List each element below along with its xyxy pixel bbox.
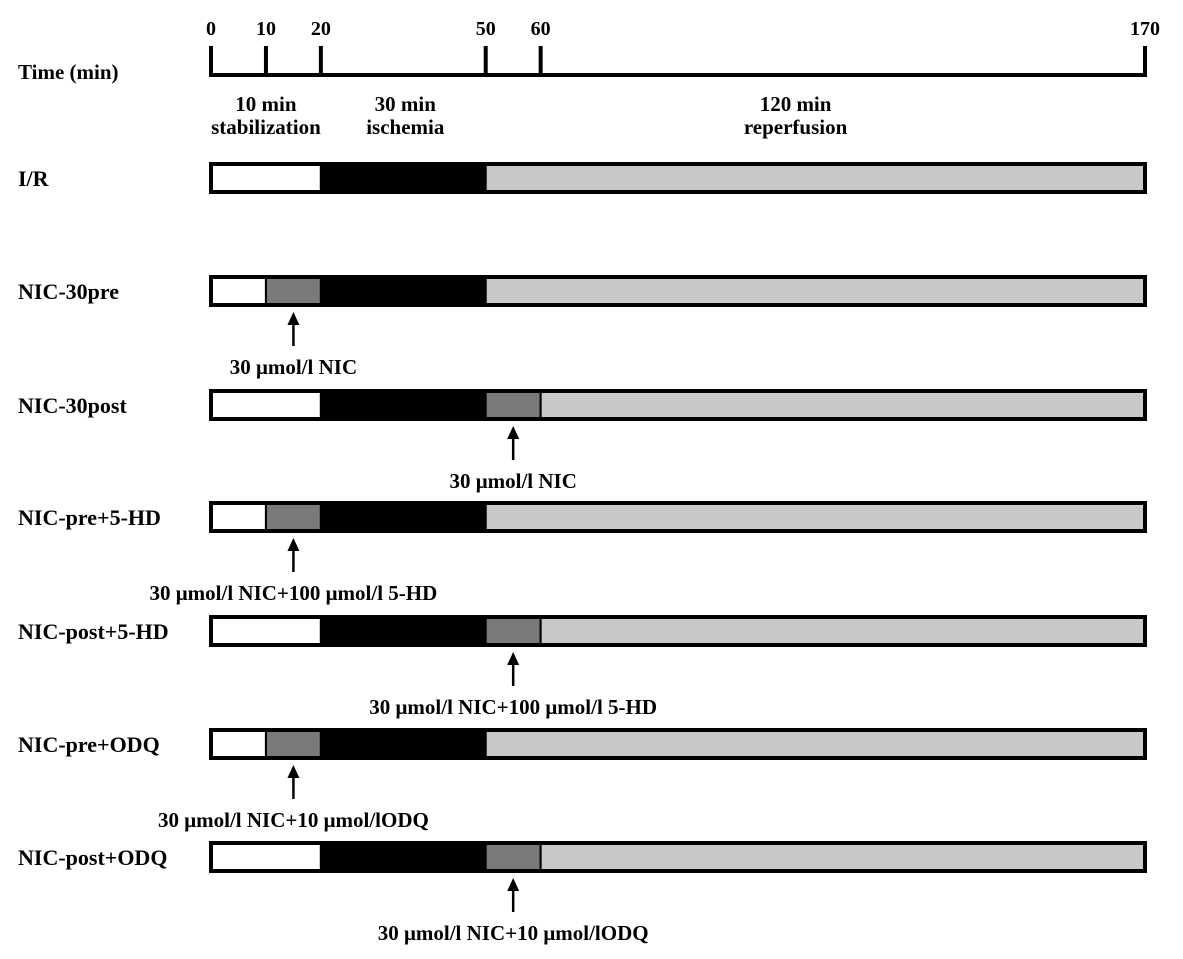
time-axis: Time (min) 0 10 20 50 60 170: [18, 18, 1160, 84]
treatment-label: 30 μmol/l NIC+100 μmol/l 5-HD: [369, 695, 657, 719]
segment-ischemia: [319, 390, 487, 420]
group-name: NIC-pre+ODQ: [18, 732, 160, 757]
treatment-label: 30 μmol/l NIC+10 μmol/lODQ: [378, 921, 649, 945]
time-axis-tick-label: 0: [206, 18, 216, 40]
treatment-label: 30 μmol/l NIC: [230, 355, 357, 379]
timeline-bar-outline: [209, 162, 1147, 194]
timeline-bar-outline: [209, 389, 1147, 421]
timeline-bar-outline: [209, 728, 1147, 760]
segment-drug: [484, 390, 542, 420]
phase-label-reperfusion: 120 min: [760, 92, 832, 116]
group-name: NIC-30post: [18, 393, 127, 418]
treatment-arrow-icon: [507, 426, 520, 439]
phase-label-ischemia: ischemia: [366, 115, 445, 139]
group-row: NIC-30post 30 μmol/l NIC: [18, 389, 1147, 493]
treatment-arrow-icon: [287, 538, 300, 551]
treatment-arrow-icon: [287, 765, 300, 778]
phase-label-ischemia: 30 min: [375, 92, 437, 116]
phase-label-reperfusion: reperfusion: [744, 115, 848, 139]
segment-reperfusion: [539, 842, 1146, 872]
time-axis-tick-label: 50: [476, 18, 496, 40]
timeline-bar-outline: [209, 841, 1147, 873]
segment-stabilization: [210, 616, 322, 646]
group-row: NIC-pre+5-HD 30 μmol/l NIC+100 μmol/l 5-H…: [18, 501, 1147, 605]
treatment-label: 30 μmol/l NIC: [449, 469, 576, 493]
group-name: I/R: [18, 166, 50, 191]
segment-reperfusion: [539, 390, 1146, 420]
segment-drug: [484, 616, 542, 646]
segment-stabilization: [210, 163, 322, 193]
segment-drug: [484, 842, 542, 872]
time-axis-tick-label: 170: [1130, 18, 1160, 40]
treatment-arrow-icon: [287, 312, 300, 325]
segment-drug: [264, 502, 322, 532]
segment-stabilization: [210, 842, 322, 872]
segment-ischemia: [319, 842, 487, 872]
segment-stabilization: [210, 729, 267, 759]
treatment-arrow-icon: [507, 652, 520, 665]
segment-stabilization: [210, 276, 267, 306]
group-name: NIC-30pre: [18, 279, 119, 304]
time-axis-tick-label: 60: [531, 18, 551, 40]
time-axis-tick-label: 10: [256, 18, 276, 40]
group-row: NIC-post+5-HD 30 μmol/l NIC+100 μmol/l 5-…: [18, 615, 1147, 719]
time-axis-title: Time (min): [18, 60, 119, 84]
timeline-bar-outline: [209, 501, 1147, 533]
group-row: NIC-post+ODQ 30 μmol/l NIC+10 μmol/lODQ: [18, 841, 1147, 945]
segment-stabilization: [210, 502, 267, 532]
group-row: NIC-30pre 30 μmol/l NIC: [18, 275, 1147, 379]
segment-reperfusion: [484, 276, 1146, 306]
segment-reperfusion: [539, 616, 1146, 646]
group-name: NIC-post+ODQ: [18, 845, 167, 870]
segment-ischemia: [319, 729, 487, 759]
group-name: NIC-post+5-HD: [18, 619, 169, 644]
segment-reperfusion: [484, 502, 1146, 532]
time-axis-tick-label: 20: [311, 18, 331, 40]
segment-reperfusion: [484, 729, 1146, 759]
segment-reperfusion: [484, 163, 1146, 193]
timeline-bar-outline: [209, 615, 1147, 647]
phase-label-stabilization: stabilization: [211, 115, 321, 139]
timeline-bar-outline: [209, 275, 1147, 307]
segment-stabilization: [210, 390, 322, 420]
segment-ischemia: [319, 163, 487, 193]
treatment-label: 30 μmol/l NIC+10 μmol/lODQ: [158, 808, 429, 832]
phase-label-stabilization: 10 min: [235, 92, 297, 116]
segment-ischemia: [319, 276, 487, 306]
group-name: NIC-pre+5-HD: [18, 505, 161, 530]
experimental-groups: I/R NIC-30pre 30 μmol/l NIC NIC-30post 30 μm…: [18, 162, 1147, 945]
treatment-arrow-icon: [507, 878, 520, 891]
treatment-label: 30 μmol/l NIC+100 μmol/l 5-HD: [150, 581, 438, 605]
segment-ischemia: [319, 502, 487, 532]
group-row: I/R: [18, 162, 1147, 194]
segment-drug: [264, 276, 322, 306]
group-row: NIC-pre+ODQ 30 μmol/l NIC+10 μmol/lODQ: [18, 728, 1147, 832]
segment-drug: [264, 729, 322, 759]
segment-ischemia: [319, 616, 487, 646]
